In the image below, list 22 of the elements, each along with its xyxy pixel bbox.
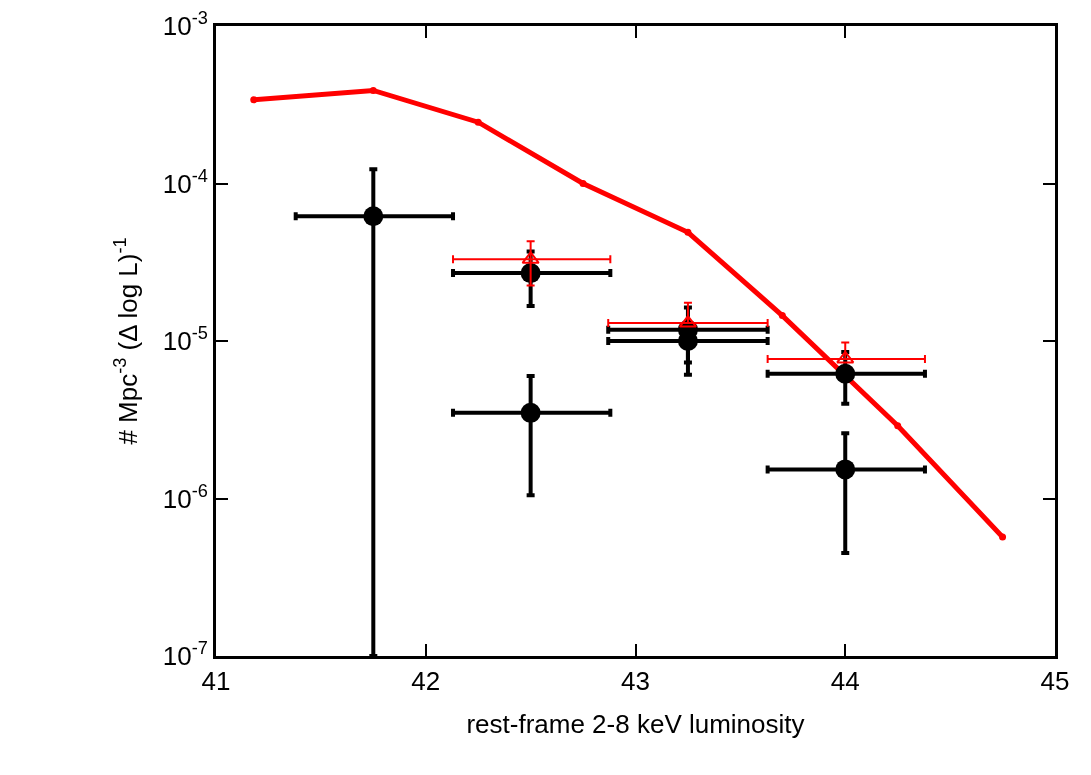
x-axis-title: rest-frame 2-8 keV luminosity xyxy=(466,708,805,739)
point xyxy=(999,533,1007,541)
point xyxy=(474,118,482,126)
y-tick-label: 10$^{-4}$ xyxy=(162,165,208,199)
point xyxy=(836,350,855,364)
y-tick-label: 10$^{-5}$ xyxy=(162,323,208,357)
point xyxy=(894,422,902,430)
y-tick-label: 10$^{-6}$ xyxy=(162,480,208,514)
x-tick-label: 45 xyxy=(1040,666,1070,697)
point xyxy=(369,86,377,94)
y-tick-label: 10$^{-3}$ xyxy=(162,8,208,42)
point xyxy=(520,402,541,423)
point xyxy=(835,459,856,480)
point xyxy=(250,96,258,104)
x-tick-label: 43 xyxy=(621,666,650,697)
point xyxy=(835,363,856,384)
point xyxy=(579,180,587,187)
point xyxy=(363,206,384,227)
point xyxy=(684,228,692,236)
x-tick-label: 42 xyxy=(411,666,441,697)
x-tick-label: 44 xyxy=(830,666,860,697)
point xyxy=(778,312,786,320)
